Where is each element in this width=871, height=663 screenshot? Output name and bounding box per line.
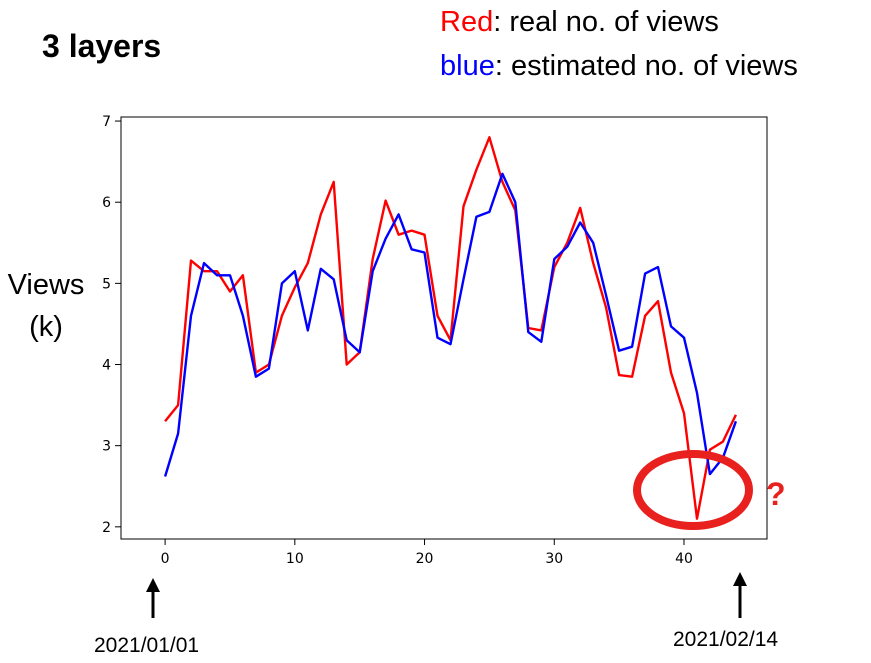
legend-blue-key: blue [440,50,495,82]
y-axis-label-line1: Views [7,269,85,301]
x-ticks: 0 10 20 30 40 [161,539,693,567]
legend-red-key: Red [440,6,494,38]
y-tick-label: 7 [102,114,111,130]
end-date-label: 2021/02/14 [673,628,779,651]
end-arrow [733,572,747,618]
start-date-label: 2021/01/01 [94,634,200,657]
estimated-views-line [163,172,738,477]
legend-blue-text: : estimated no. of views [494,50,798,82]
x-tick-label: 30 [545,551,563,567]
legend-real: Red: real no. of views [440,0,798,44]
highlight-circle [633,450,753,530]
x-tick-label: 20 [416,551,434,567]
x-tick-label: 40 [675,551,693,567]
legend: Red: real no. of views blue: estimated n… [440,0,798,88]
y-axis-label-line2: (k) [29,311,63,343]
y-tick-label: 5 [102,276,111,292]
y-tick-label: 6 [102,195,111,211]
y-tick-label: 2 [102,520,111,536]
question-mark: ? [766,476,786,512]
y-axis-label: Views (k) [0,264,92,348]
legend-red-text: : real no. of views [493,6,719,38]
series-lines [163,136,738,520]
y-tick-label: 3 [102,439,111,455]
slide-title: 3 layers [42,28,162,64]
x-tick-label: 0 [161,551,170,567]
x-tick-label: 10 [286,551,304,567]
legend-estimated: blue: estimated no. of views [440,44,798,88]
y-tick-label: 4 [102,358,111,374]
y-ticks: 2 3 4 5 6 7 [102,114,121,536]
start-arrow [146,578,160,618]
